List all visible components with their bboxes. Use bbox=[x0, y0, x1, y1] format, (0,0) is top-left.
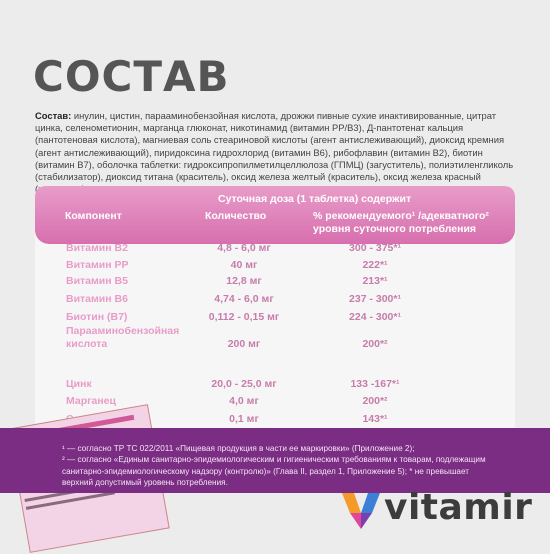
page-title: СОСТАВ bbox=[33, 52, 230, 101]
cell-component: Витамин B5 bbox=[66, 275, 128, 287]
cell-percent: 237 - 300*¹ bbox=[349, 293, 401, 305]
nutrition-table: Суточная доза (1 таблетка) содержит Комп… bbox=[35, 186, 515, 438]
cell-percent: 200*² bbox=[362, 338, 388, 350]
column-header-quantity: Количество bbox=[205, 210, 267, 222]
footnote-1: ¹ — согласно ТР ТС 022/2011 «Пищевая про… bbox=[62, 444, 415, 453]
cell-component: Биотин (B7) bbox=[66, 311, 128, 323]
daily-dose-header: Суточная доза (1 таблетка) содержит bbox=[218, 193, 412, 205]
vitamir-v-icon bbox=[342, 493, 380, 529]
cell-quantity: 4,8 - 6,0 мг bbox=[217, 242, 271, 254]
cell-quantity: 0,112 - 0,15 мг bbox=[208, 311, 280, 323]
table-header: Суточная доза (1 таблетка) содержит Комп… bbox=[35, 186, 515, 244]
cell-quantity: 200 мг bbox=[227, 338, 261, 350]
brand-logo: vitamir bbox=[340, 487, 540, 532]
cell-quantity: 12,8 мг bbox=[226, 275, 262, 287]
cell-quantity: 4,0 мг bbox=[229, 395, 259, 407]
cell-component: Парааминобензойная кислота bbox=[66, 325, 180, 350]
column-header-component: Компонент bbox=[65, 210, 122, 222]
cell-percent: 143*¹ bbox=[362, 413, 388, 425]
cell-percent: 224 - 300*¹ bbox=[349, 311, 401, 323]
cell-component: Витамин PP bbox=[66, 259, 129, 271]
cell-component: Витамин B2 bbox=[66, 242, 128, 254]
cell-quantity: 40 мг bbox=[230, 259, 258, 271]
cell-component: Цинк bbox=[66, 378, 92, 390]
column-header-percent: % рекомендуемого¹ /адекватного² уровня с… bbox=[313, 210, 489, 235]
cell-component: Марганец bbox=[66, 395, 116, 407]
cell-percent: 300 - 375*¹ bbox=[349, 242, 401, 254]
cell-quantity: 20,0 - 25,0 мг bbox=[211, 378, 277, 390]
footnote-2: ² — согласно «Единым санитарно-эпидемиол… bbox=[62, 455, 486, 487]
cell-quantity: 4,74 - 6,0 мг bbox=[214, 293, 274, 305]
cell-component: Витамин B6 bbox=[66, 293, 128, 305]
cell-percent: 200*² bbox=[362, 395, 388, 407]
composition-text: Состав: инулин, цистин, парааминобензойн… bbox=[35, 110, 520, 195]
cell-percent: 213*¹ bbox=[362, 275, 388, 287]
cell-percent: 222*¹ bbox=[362, 259, 388, 271]
composition-label: Состав: bbox=[35, 110, 72, 121]
cell-percent: 133 -167*¹ bbox=[350, 378, 400, 390]
composition-ingredients: инулин, цистин, парааминобензойная кисло… bbox=[35, 110, 514, 194]
cell-quantity: 0,1 мг bbox=[229, 413, 259, 425]
brand-name: vitamir bbox=[384, 487, 533, 528]
footnotes-panel: ¹ — согласно ТР ТС 022/2011 «Пищевая про… bbox=[0, 428, 550, 493]
